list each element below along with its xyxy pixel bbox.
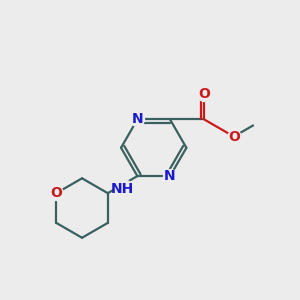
- Text: NH: NH: [111, 182, 134, 196]
- Text: O: O: [50, 186, 62, 200]
- Text: O: O: [198, 87, 210, 101]
- Text: O: O: [228, 130, 240, 143]
- Text: N: N: [132, 112, 143, 127]
- Text: N: N: [164, 169, 176, 183]
